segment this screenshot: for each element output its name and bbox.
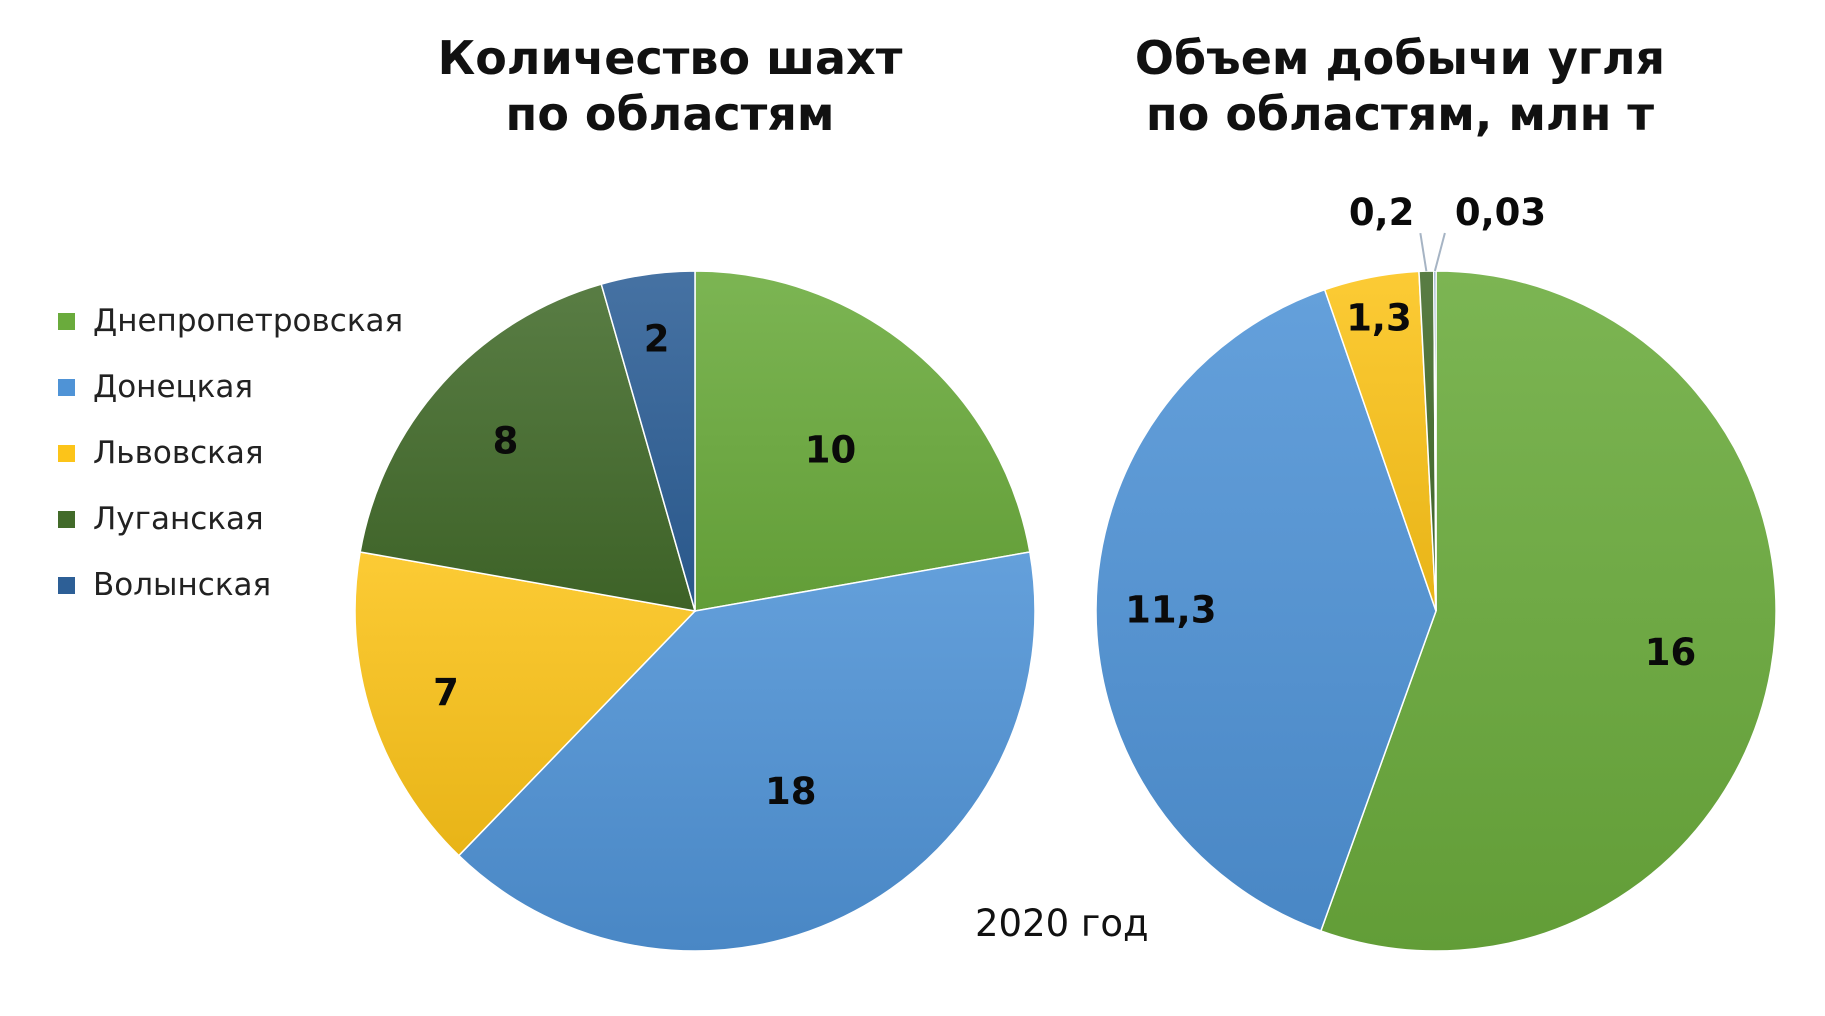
- pie-chart-2: 16 11,3 1,3 0,2 0,03: [1095, 191, 1777, 952]
- chart-title-mine-count: Количество шахт по областям: [360, 30, 980, 142]
- legend-swatch: [58, 378, 75, 396]
- data-label-luhansk: 0,2: [1349, 191, 1415, 234]
- legend-label: Донецкая: [93, 369, 253, 405]
- leader-line-luhansk: [1419, 232, 1428, 272]
- pie-slice-luhansk: [359, 283, 697, 612]
- legend-item-lviv: Львовская: [58, 420, 403, 486]
- legend-label: Луганская: [93, 501, 264, 537]
- pie-slice-donetsk: [457, 551, 1036, 952]
- data-label-dnepropetrovsk: 16: [1645, 631, 1697, 674]
- legend: Днепропетровская Донецкая Львовская Луга…: [58, 288, 403, 618]
- legend-item-luhansk: Луганская: [58, 486, 403, 552]
- chart-title-coal-output: Объем добычи угля по областям, млн т: [1080, 30, 1720, 142]
- data-label-lviv: 7: [433, 671, 459, 714]
- legend-label: Львовская: [93, 435, 264, 471]
- chart-title-coal-output-line-2: по областям, млн т: [1145, 87, 1655, 141]
- pie-slice-dnepropetrovsk: [694, 270, 1031, 612]
- data-label-luhansk: 8: [493, 419, 519, 462]
- chart-title-coal-output-line-1: Объем добычи угля: [1134, 31, 1666, 85]
- data-label-donetsk: 11,3: [1125, 588, 1216, 631]
- chart-title-mine-count-line-1: Количество шахт: [437, 31, 903, 85]
- legend-swatch: [58, 444, 75, 462]
- pie-slice-volyn: [600, 270, 696, 612]
- pie-chart-1: 10 18 7 8 2: [354, 270, 1036, 952]
- legend-swatch: [58, 312, 75, 330]
- footnote-year: 2020 год: [975, 902, 1149, 945]
- legend-label: Волынская: [93, 567, 272, 603]
- data-label-dnepropetrovsk: 10: [805, 429, 857, 472]
- legend-swatch: [58, 510, 75, 528]
- pie-slice-donetsk: [1095, 288, 1437, 932]
- data-label-volyn: 2: [644, 317, 670, 360]
- data-label-lviv: 1,3: [1346, 296, 1412, 339]
- legend-swatch: [58, 576, 75, 594]
- legend-item-donetsk: Донецкая: [58, 354, 403, 420]
- pie-slice-dnepropetrovsk: [1319, 270, 1777, 952]
- legend-label: Днепропетровская: [93, 303, 404, 339]
- pie-slice-lviv: [354, 551, 697, 857]
- chart-title-mine-count-line-2: по областям: [505, 87, 835, 141]
- legend-item-dnepropetrovsk: Днепропетровская: [58, 288, 403, 354]
- data-label-volyn: 0,03: [1455, 191, 1546, 234]
- leader-line-volyn: [1433, 232, 1446, 272]
- legend-item-volyn: Волынская: [58, 552, 403, 618]
- data-label-donetsk: 18: [765, 770, 817, 813]
